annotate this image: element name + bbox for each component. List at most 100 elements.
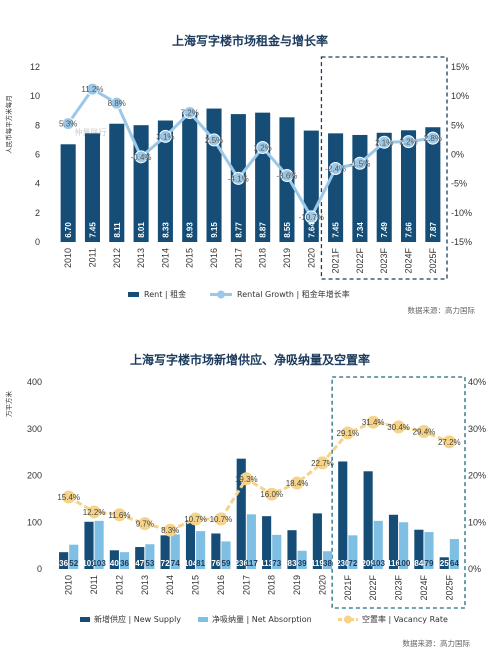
absorption-bar xyxy=(170,534,180,569)
absorption-bar-label: 81 xyxy=(196,559,205,568)
y-tick-right: -5% xyxy=(451,179,467,189)
rent-bar-label: 7.34 xyxy=(356,222,365,238)
vacancy-point xyxy=(442,435,456,449)
rent-bar-label: 6.70 xyxy=(64,222,73,238)
absorption-bar-label: 53 xyxy=(145,559,154,568)
growth-point xyxy=(304,210,318,224)
x-tick: 2025F xyxy=(444,575,454,601)
supply-bar xyxy=(59,552,69,569)
growth-point xyxy=(207,133,221,147)
vacancy-point xyxy=(87,505,101,519)
x-tick: 2023F xyxy=(379,248,389,274)
x-tick: 2012 xyxy=(114,575,124,595)
x-tick: 2014 xyxy=(165,575,175,595)
vacancy-label: 12.2% xyxy=(83,508,106,517)
rent-bar xyxy=(84,133,101,242)
x-tick: 2011 xyxy=(89,575,99,594)
y-tick-right: 5% xyxy=(451,120,464,130)
y-tick-right: -10% xyxy=(451,208,472,218)
absorption-bar-label: 117 xyxy=(245,559,258,568)
x-tick: 2015 xyxy=(191,575,201,595)
vacancy-point xyxy=(138,517,152,531)
y-tick-left: 200 xyxy=(27,471,42,481)
legend-label-supply: 新增供应 | New Supply xyxy=(94,614,181,624)
vacancy-point xyxy=(265,487,279,501)
supply-bar-label: 230 xyxy=(336,559,350,568)
x-tick: 2016 xyxy=(209,248,219,268)
vacancy-label: 29.4% xyxy=(413,428,436,437)
y-tick-left: 0 xyxy=(35,237,40,247)
x-tick: 2017 xyxy=(233,248,243,268)
growth-point xyxy=(110,96,124,110)
x-tick: 2013 xyxy=(136,248,146,268)
rent-bar xyxy=(425,127,441,242)
growth-point xyxy=(256,141,270,154)
growth-label: 1.2% xyxy=(254,144,272,153)
y-tick-left: 300 xyxy=(27,424,42,434)
y-tick-right: -15% xyxy=(451,237,472,247)
rent-bar xyxy=(60,144,76,242)
absorption-bar xyxy=(424,532,434,569)
rent-bar-label: 8.33 xyxy=(161,222,170,238)
y-tick-right: 30% xyxy=(468,424,486,434)
growth-label: 2.2% xyxy=(399,138,417,147)
absorption-bar xyxy=(297,550,307,569)
absorption-bar-label: 59 xyxy=(222,559,231,568)
supply-bar-label: 236 xyxy=(235,559,249,568)
vacancy-label: 15.4% xyxy=(57,493,80,502)
vacancy-point xyxy=(214,512,228,526)
growth-label: -10.7% xyxy=(299,213,324,222)
growth-label: 2.8% xyxy=(424,134,442,143)
vacancy-label: 10.7% xyxy=(184,515,207,524)
rent-bar xyxy=(182,111,198,242)
x-tick: 2015 xyxy=(185,248,195,268)
vacancy-point xyxy=(163,523,177,537)
x-tick: 2021F xyxy=(343,575,353,601)
vacancy-line xyxy=(67,420,450,532)
y-axis-label-left: 万平方米 xyxy=(4,391,13,418)
absorption-bar-label: 103 xyxy=(372,559,386,568)
y-tick-right: 0% xyxy=(451,150,464,160)
vacancy-label: 19.3% xyxy=(235,475,258,484)
x-tick: 2020 xyxy=(306,248,316,268)
y-tick-left: 4 xyxy=(35,179,40,189)
y-tick-left: 6 xyxy=(35,150,40,160)
supply-bar-label: 209 xyxy=(361,559,375,568)
vacancy-point xyxy=(189,512,203,526)
rent-bar-label: 7.49 xyxy=(380,222,389,238)
legend-swatch-rent xyxy=(128,292,139,297)
legend-label-rent: Rent | 租金 xyxy=(144,289,186,299)
supply-bar xyxy=(363,471,373,569)
x-tick: 2018 xyxy=(267,575,277,595)
supply-bar-label: 83 xyxy=(288,559,297,568)
legend-marker-growth xyxy=(217,290,225,299)
supply-bar-label: 36 xyxy=(59,559,68,568)
source-note: 数据来源：高力国际 xyxy=(408,305,476,315)
forecast-box xyxy=(320,56,448,280)
growth-point xyxy=(85,82,99,96)
y-tick-right: 20% xyxy=(468,471,486,481)
x-tick: 2012 xyxy=(112,248,122,268)
vacancy-label: 22.7% xyxy=(311,459,334,468)
x-tick: 2010 xyxy=(63,248,73,268)
vacancy-label: 11.6% xyxy=(108,511,130,520)
absorption-bar-label: 36 xyxy=(120,559,129,568)
rent-bar-label: 8.87 xyxy=(259,222,268,238)
vacancy-point xyxy=(366,415,380,429)
absorption-bar xyxy=(196,531,206,569)
vacancy-point xyxy=(239,472,253,486)
vacancy-label: 10.7% xyxy=(210,515,233,524)
absorption-bar xyxy=(119,552,130,569)
rent-bar-label: 8.11 xyxy=(113,222,122,238)
vacancy-label: 18.4% xyxy=(286,479,309,488)
y-tick-right: 0% xyxy=(468,564,481,574)
growth-label: 11.2% xyxy=(81,85,103,94)
vacancy-point xyxy=(341,426,355,440)
supply-bar xyxy=(439,557,449,569)
rent-bar-label: 8.77 xyxy=(234,222,243,238)
growth-label: 7.2% xyxy=(181,109,199,118)
x-tick: 2025F xyxy=(428,248,438,274)
